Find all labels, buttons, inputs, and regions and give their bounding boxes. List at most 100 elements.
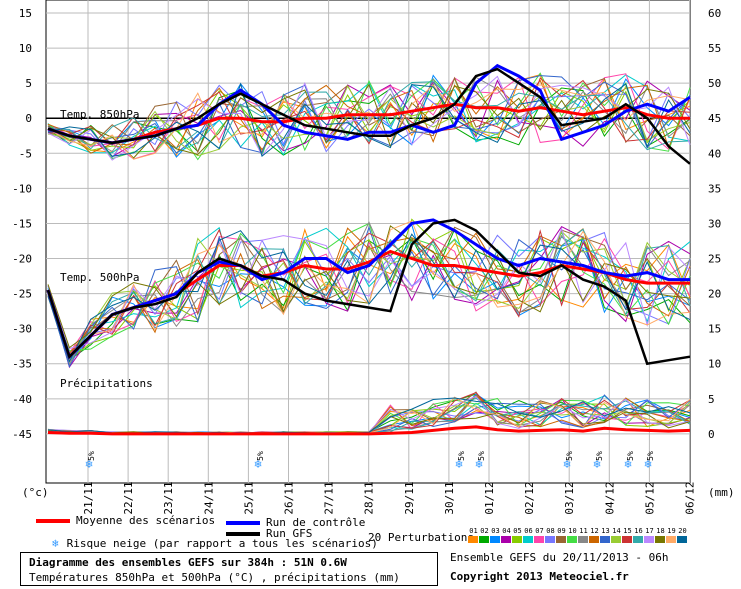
- perturbation-number: 13: [601, 527, 610, 535]
- perturbation-line-850: [47, 76, 691, 153]
- snow-risk-label: 5%: [477, 451, 486, 461]
- x-tick-label: 03/12: [563, 481, 576, 514]
- perturbation-number: 02: [480, 527, 489, 535]
- y-tick-label-left: -5: [19, 147, 32, 160]
- perturbation-line-850: [47, 77, 691, 153]
- x-tick-label: 27/11: [323, 481, 336, 514]
- perturbation-numbers: 01 02 03 04 05 06 07 08 09 10 11 12 13 14 15 16 17 18 19 20: [468, 523, 688, 536]
- x-tick-label: 30/11: [443, 481, 456, 514]
- perturbation-number: 14: [612, 527, 621, 535]
- perturbation-swatch: [501, 536, 511, 543]
- series-line-500hPa: [46, 218, 690, 360]
- snow-risk-label: 5%: [457, 451, 466, 461]
- legend-control-swatch: [226, 520, 260, 525]
- x-tick-label: 04/12: [603, 481, 616, 514]
- perturbation-line-850: [47, 84, 691, 160]
- perturbation-line-500: [47, 226, 691, 363]
- perturbation-swatch: [545, 536, 555, 543]
- perturbation-swatch: [512, 536, 522, 543]
- perturbation-line-500: [47, 226, 691, 359]
- snow-risk-label: 5%: [595, 451, 604, 461]
- perturbation-line-500: [47, 228, 691, 358]
- perturbation-swatch: [677, 536, 687, 543]
- panel-label-precip: Précipitations: [60, 377, 153, 390]
- x-tick-label: 24/11: [202, 481, 215, 514]
- x-tick-label: 29/11: [403, 481, 416, 514]
- series-line-850hPa: [47, 102, 690, 145]
- legend-gfs-swatch: [226, 531, 260, 536]
- perturbation-number: 18: [656, 527, 665, 535]
- y-tick-label-left: -20: [12, 253, 32, 266]
- run-info: Ensemble GEFS du 20/11/2013 - 06h: [450, 551, 669, 564]
- perturbation-number: 08: [546, 527, 555, 535]
- perturbation-line-500: [47, 228, 691, 361]
- panel-label-500hpa: Temp. 500hPa: [60, 271, 140, 284]
- perturbation-swatch: [589, 536, 599, 543]
- perturbation-line-500: [47, 225, 691, 368]
- snowflake-icon: ❄: [624, 457, 631, 471]
- footer-box: Diagramme des ensembles GEFS sur 384h : …: [20, 552, 438, 586]
- snowflake-icon: ❄: [475, 457, 482, 471]
- y-tick-label-left: -25: [12, 288, 32, 301]
- x-tick-label: 06/12: [684, 481, 697, 514]
- legend-control: Run de contrôle: [226, 516, 365, 529]
- perturbation-number: 04: [502, 527, 511, 535]
- legend-mean-label: Moyenne des scénarios: [76, 514, 216, 527]
- y-tick-label-right: 40: [708, 147, 721, 160]
- perturbation-swatch: [600, 536, 610, 543]
- legend-mean: Moyenne des scénarios: [36, 514, 215, 527]
- right-axis-unit: (mm): [708, 486, 735, 499]
- x-tick-label: 05/12: [643, 481, 656, 514]
- y-tick-label-right: 5: [708, 393, 715, 406]
- legend-snow: ❄ Risque neige (par rapport a tous les s…: [52, 537, 378, 550]
- perturbation-swatch: [556, 536, 566, 543]
- snowflake-icon: ❄: [644, 457, 651, 471]
- y-tick-label-left: -45: [12, 428, 32, 441]
- perturbation-swatch: [578, 536, 588, 543]
- y-tick-label-right: 10: [708, 358, 721, 371]
- y-tick-label-right: 20: [708, 288, 721, 301]
- x-tick-label: 22/11: [122, 481, 135, 514]
- y-tick-label-left: 0: [25, 112, 32, 125]
- series-line-850hPa: [47, 67, 691, 165]
- x-tick-label: 02/12: [523, 481, 536, 514]
- perturbation-number: 07: [535, 527, 544, 535]
- y-tick-label-right: 55: [708, 42, 721, 55]
- y-tick-label-right: 30: [708, 217, 721, 230]
- footer-subtitle: Températures 850hPa et 500hPa (°C) , pré…: [29, 571, 400, 584]
- legend-mean-swatch: [36, 518, 70, 523]
- y-tick-label-right: 15: [708, 323, 721, 336]
- perturbation-swatch: [567, 536, 577, 543]
- snow-risk-label: 5%: [646, 451, 655, 461]
- x-tick-label: 23/11: [162, 481, 175, 514]
- snow-risk-label: 5%: [256, 451, 265, 461]
- perturbation-swatch: [611, 536, 621, 543]
- perturbation-swatch: [666, 536, 676, 543]
- x-tick-label: 01/12: [483, 481, 496, 514]
- perturbation-number: 20: [678, 527, 687, 535]
- panel-label-850hpa: Temp. 850hPa: [60, 108, 140, 121]
- footer-title: Diagramme des ensembles GEFS sur 384h : …: [29, 556, 347, 569]
- perturbation-swatches: [468, 533, 688, 546]
- perturbation-swatch: [523, 536, 533, 543]
- perturbation-line-500: [47, 227, 691, 350]
- perturbation-swatch: [534, 536, 544, 543]
- perturbation-number: 11: [579, 527, 588, 535]
- perturbation-number: 10: [568, 527, 577, 535]
- snow-risk-label: 5%: [87, 451, 96, 461]
- y-tick-label-right: 35: [708, 182, 721, 195]
- legend-gfs-label: Run GFS: [266, 527, 313, 540]
- copyright: Copyright 2013 Meteociel.fr: [450, 570, 629, 583]
- x-tick-label: 26/11: [283, 481, 296, 514]
- perturbation-line-850: [47, 82, 691, 158]
- perturbation-number: 06: [524, 527, 533, 535]
- snowflake-icon: ❄: [593, 457, 600, 471]
- perturbation-number: 01: [469, 527, 478, 535]
- y-tick-label-left: -30: [12, 323, 32, 336]
- snowflake-icon: ❄: [455, 457, 462, 471]
- y-tick-label-left: 15: [19, 7, 32, 20]
- perturbation-line-850: [47, 74, 691, 156]
- y-tick-label-right: 45: [708, 112, 721, 125]
- legend-control-label: Run de contrôle: [266, 516, 366, 529]
